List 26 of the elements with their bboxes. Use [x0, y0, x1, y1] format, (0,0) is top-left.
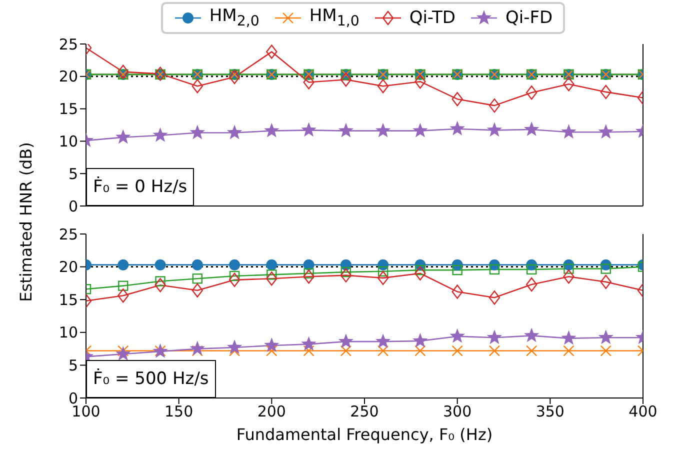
y-tick-label: 5 — [68, 164, 78, 183]
x-tick-label: 100 — [72, 402, 100, 421]
x-tick-label: 200 — [257, 402, 286, 421]
x-tick-label: 300 — [443, 402, 472, 421]
x-tick-label: 400 — [628, 402, 658, 421]
x-tick-label: 350 — [536, 402, 564, 421]
y-tick-label: 5 — [68, 356, 78, 375]
x-axis-title: Fundamental Frequency, F₀ (Hz) — [236, 425, 493, 444]
y-tick-label: 0 — [68, 197, 78, 216]
legend-label: HM$_{2,0}$ — [209, 6, 260, 30]
legend-label: Qi-TD — [409, 8, 456, 28]
legend-label: Qi-FD — [505, 8, 553, 28]
x-tick-label: 250 — [350, 402, 379, 421]
annotation: Ḟ₀ = 0 Hz/s — [86, 168, 194, 206]
y-tick-label: 25 — [58, 35, 78, 54]
y-tick-label: 15 — [58, 290, 78, 309]
y-tick-label: 20 — [58, 68, 78, 86]
y-tick-label: 25 — [58, 225, 78, 244]
y-tick-label: 15 — [58, 100, 78, 118]
legend-label: HM$_{1,0}$ — [309, 6, 360, 30]
annotation: Ḟ₀ = 500 Hz/s — [86, 360, 216, 398]
y-tick-label: 20 — [58, 258, 78, 276]
y-axis-title: Estimated HNR (dB) — [16, 142, 36, 302]
y-tick-label: 10 — [58, 132, 78, 151]
x-tick-label: 150 — [164, 402, 194, 421]
y-tick-label: 10 — [58, 324, 78, 342]
